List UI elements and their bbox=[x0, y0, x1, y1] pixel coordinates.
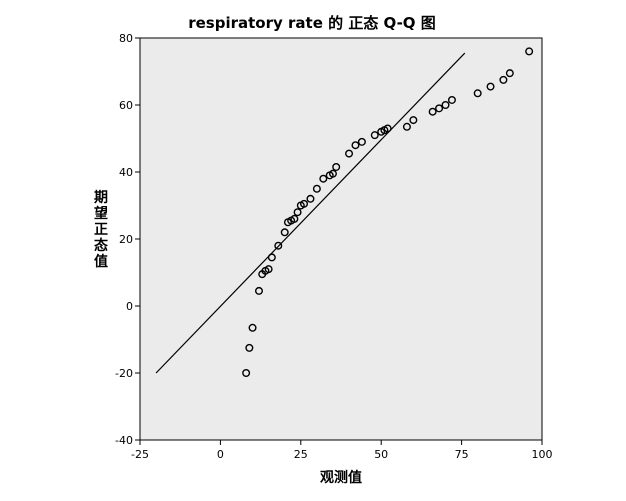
data-point bbox=[332, 162, 341, 171]
data-point bbox=[473, 89, 482, 98]
data-point bbox=[248, 323, 257, 332]
y-tick-label: 60 bbox=[119, 99, 133, 112]
data-point bbox=[447, 95, 456, 104]
data-point bbox=[370, 131, 379, 140]
data-point bbox=[357, 137, 366, 146]
x-tick-label: 50 bbox=[374, 448, 388, 461]
y-tick-label: -40 bbox=[115, 434, 133, 447]
chart-title: respiratory rate 的 正态 Q-Q 图 bbox=[188, 14, 436, 32]
data-point bbox=[319, 174, 328, 183]
data-point bbox=[435, 104, 444, 113]
data-point bbox=[499, 75, 508, 84]
data-point bbox=[383, 124, 392, 133]
plot-area bbox=[139, 37, 543, 441]
data-point bbox=[254, 286, 263, 295]
data-point bbox=[409, 116, 418, 125]
data-point bbox=[428, 107, 437, 116]
data-point bbox=[525, 47, 534, 56]
data-point bbox=[274, 241, 283, 250]
y-tick-label: -20 bbox=[115, 367, 133, 380]
data-point bbox=[505, 69, 514, 78]
data-point bbox=[264, 265, 273, 274]
x-tick-label: 75 bbox=[455, 448, 469, 461]
y-tick-label: 20 bbox=[119, 233, 133, 246]
x-tick-label: 25 bbox=[294, 448, 308, 461]
y-tick-label: 80 bbox=[119, 32, 133, 45]
data-point bbox=[351, 141, 360, 150]
data-point bbox=[293, 208, 302, 217]
data-point bbox=[267, 253, 276, 262]
data-point bbox=[345, 149, 354, 158]
data-point bbox=[328, 169, 337, 178]
y-tick-label: 0 bbox=[126, 300, 133, 313]
data-point bbox=[306, 194, 315, 203]
reference-line bbox=[155, 52, 466, 374]
x-tick-label: 100 bbox=[532, 448, 553, 461]
data-point bbox=[290, 214, 299, 223]
x-tick-label: -25 bbox=[131, 448, 149, 461]
data-point bbox=[441, 100, 450, 109]
x-tick-label: 0 bbox=[217, 448, 224, 461]
x-axis-label: 观测值 bbox=[320, 469, 362, 486]
data-point bbox=[245, 343, 254, 352]
y-axis-label: 期望正态值 bbox=[94, 190, 108, 270]
data-point bbox=[300, 199, 309, 208]
data-point bbox=[312, 184, 321, 193]
data-point bbox=[402, 122, 411, 131]
data-point bbox=[242, 369, 251, 378]
y-tick-label: 40 bbox=[119, 166, 133, 179]
data-point bbox=[280, 228, 289, 237]
data-point bbox=[486, 82, 495, 91]
